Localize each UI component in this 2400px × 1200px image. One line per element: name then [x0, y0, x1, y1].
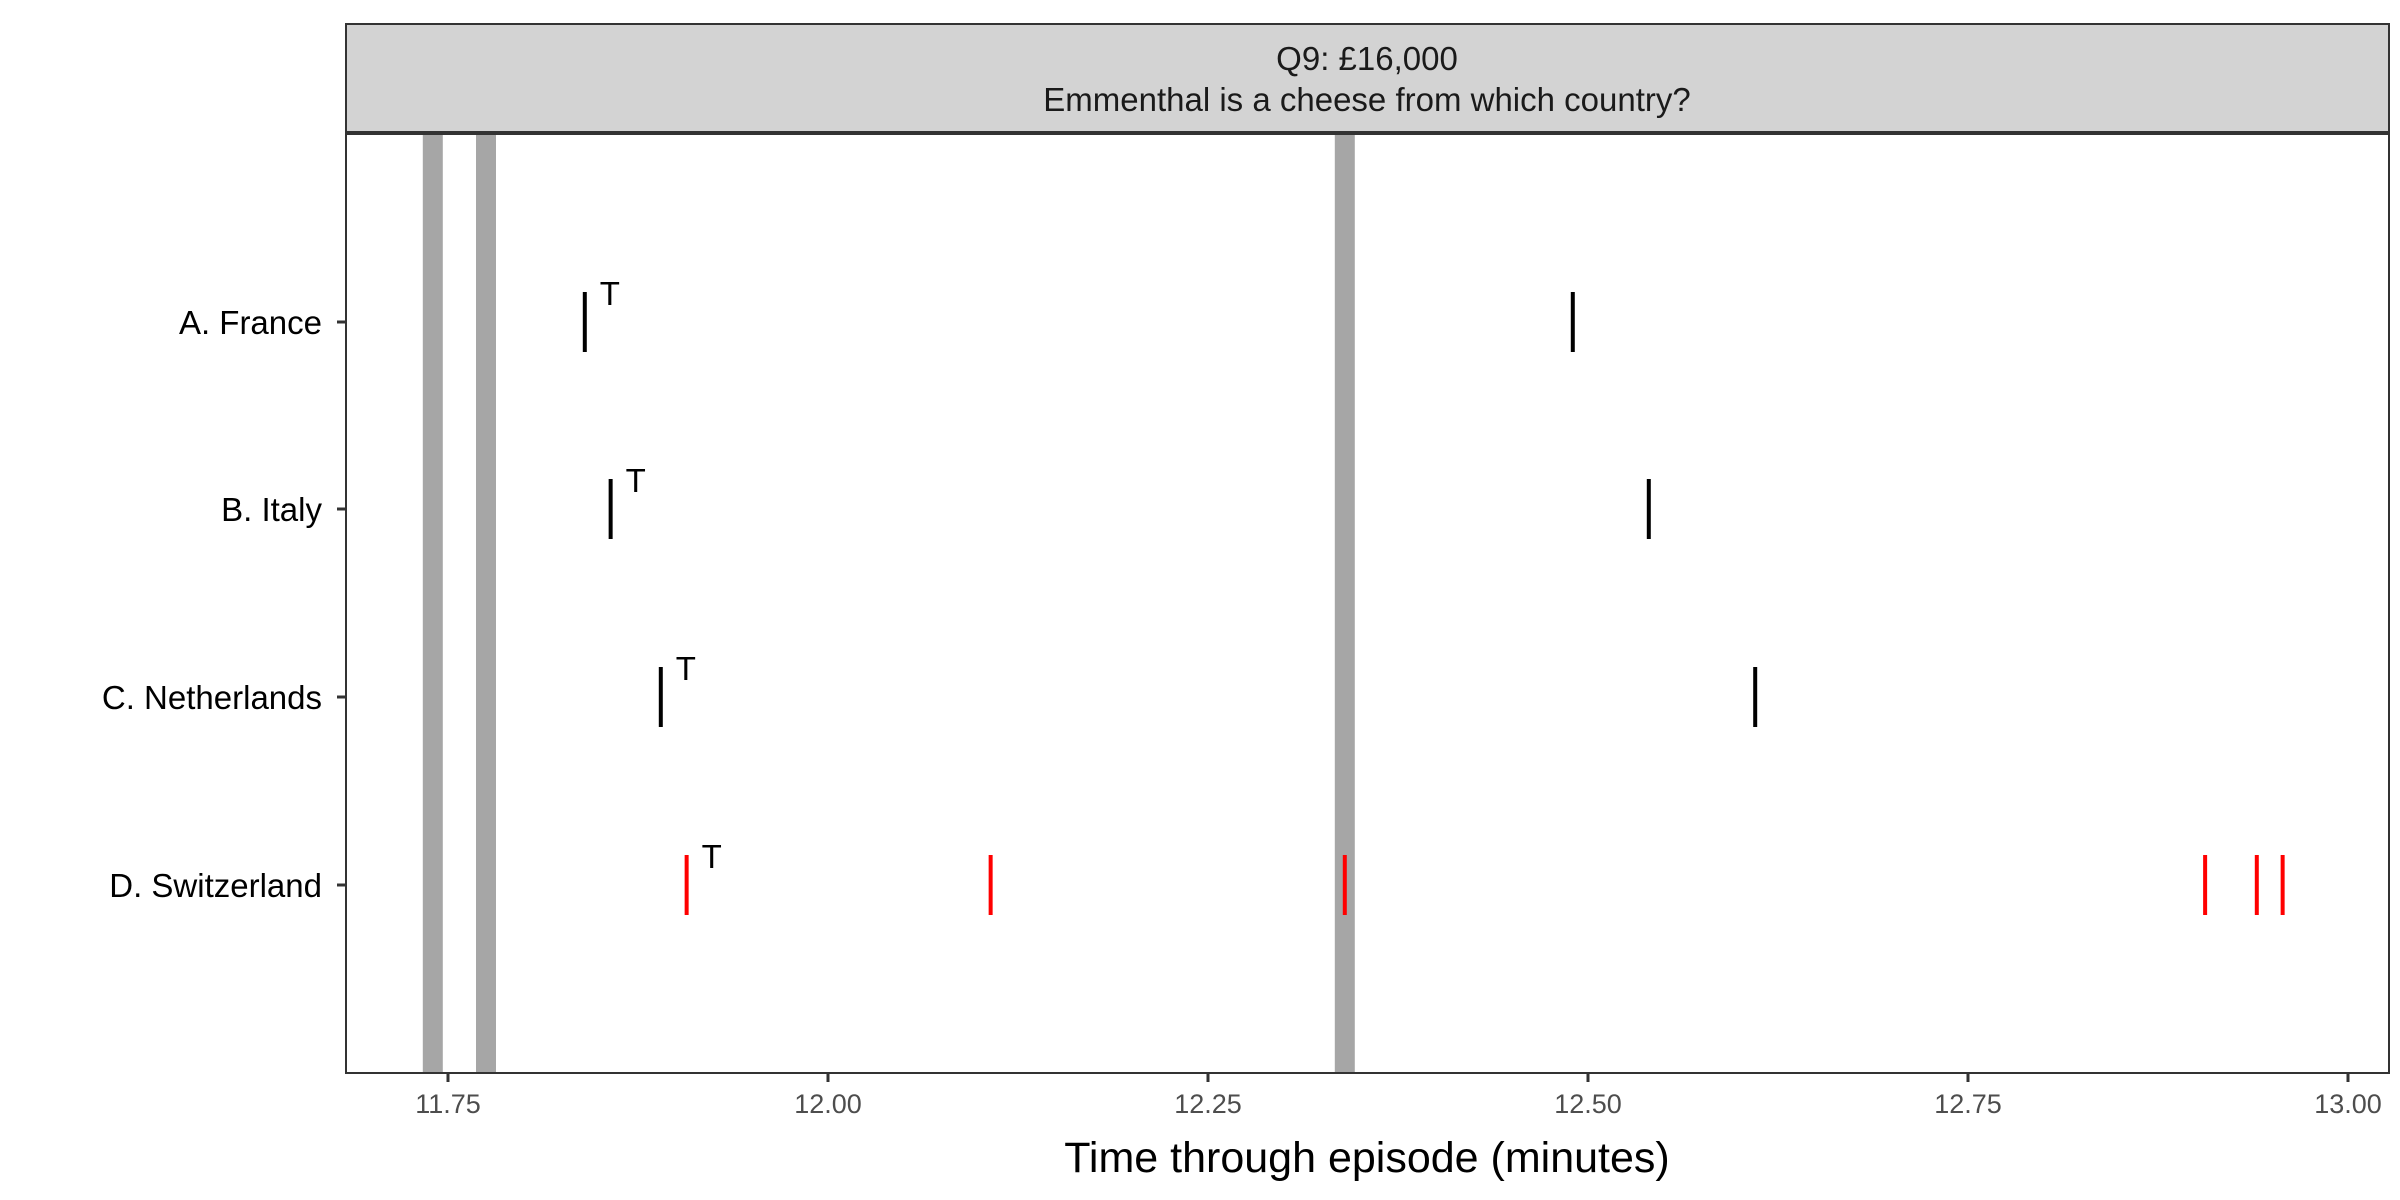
- x-axis-title: Time through episode (minutes): [1064, 1134, 1669, 1182]
- t-marker-label: T: [702, 838, 722, 875]
- y-tick-label: C. Netherlands: [102, 679, 322, 716]
- event-marks: T T T T: [582, 275, 2285, 915]
- t-marker-label: T: [626, 462, 646, 499]
- x-axis: 11.75 12.00 12.25 12.50 12.75 13.00: [415, 1073, 2382, 1119]
- facet-title-line2: Emmenthal is a cheese from which country…: [1043, 81, 1690, 118]
- y-tick-label: B. Italy: [221, 491, 322, 528]
- t-marker-label: T: [600, 275, 620, 312]
- y-tick-label: A. France: [179, 304, 322, 341]
- y-axis: A. France B. Italy C. Netherlands D. Switze…: [102, 304, 346, 904]
- shaded-band-2: [476, 135, 496, 1072]
- shaded-band-3: [1334, 135, 1355, 1072]
- x-tick-label: 11.75: [415, 1089, 481, 1119]
- x-tick-label: 12.50: [1554, 1089, 1622, 1119]
- facet-title-line1: Q9: £16,000: [1276, 40, 1458, 77]
- plot-panel: [345, 132, 2390, 1074]
- x-tick-label: 12.75: [1934, 1089, 2002, 1119]
- facet-strip: [345, 23, 2390, 134]
- y-tick-label: D. Switzerland: [109, 867, 322, 904]
- shaded-band-1: [422, 135, 443, 1072]
- t-marker-label: T: [676, 650, 696, 687]
- x-tick-label: 12.25: [1174, 1089, 1242, 1119]
- x-tick-label: 12.00: [794, 1089, 862, 1119]
- shaded-intervals: [422, 135, 1355, 1072]
- x-tick-label: 13.00: [2314, 1089, 2382, 1119]
